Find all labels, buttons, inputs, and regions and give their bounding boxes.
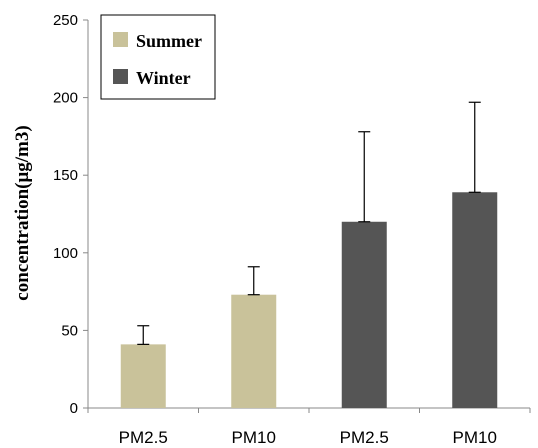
x-axis-tick-labels: PM2.5 PM10 PM2.5 PM10 bbox=[119, 428, 497, 447]
x-tick-label: PM10 bbox=[232, 428, 276, 447]
x-tick-label: PM2.5 bbox=[340, 428, 389, 447]
bar-winter bbox=[452, 192, 498, 408]
error-bars bbox=[137, 101, 481, 345]
y-tick-label: 50 bbox=[61, 322, 78, 339]
x-tick-label: PM2.5 bbox=[119, 428, 168, 447]
bar-summer bbox=[231, 294, 277, 408]
y-tick-label: 150 bbox=[53, 167, 78, 184]
legend-swatch-winter bbox=[113, 69, 128, 84]
y-tick-label: 100 bbox=[53, 245, 78, 262]
legend-box bbox=[100, 14, 216, 100]
bar-summer bbox=[120, 344, 166, 408]
legend-swatch-summer bbox=[113, 32, 128, 47]
bar-winter bbox=[341, 221, 387, 408]
legend-label-summer: Summer bbox=[136, 31, 202, 51]
y-axis-label: concentration(μg/m3) bbox=[12, 125, 33, 300]
y-tick-label: 200 bbox=[53, 90, 78, 107]
y-axis-ticks: 0 50 100 150 200 250 bbox=[53, 12, 88, 417]
y-tick-label: 0 bbox=[70, 400, 78, 417]
legend-label-winter: Winter bbox=[136, 68, 191, 88]
y-tick-label: 250 bbox=[53, 12, 78, 29]
legend: Summer Winter bbox=[100, 14, 216, 100]
bars bbox=[120, 192, 498, 408]
x-tick-label: PM10 bbox=[453, 428, 497, 447]
